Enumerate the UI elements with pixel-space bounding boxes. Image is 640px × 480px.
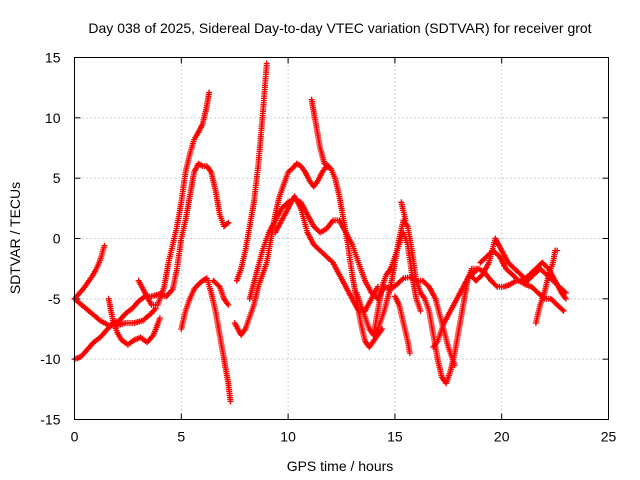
series-line [355,219,477,385]
x-tick-label: 15 [387,429,403,445]
series-markers [374,274,458,369]
series-L [308,96,332,170]
y-tick-label: 5 [53,170,61,186]
series-G [210,277,232,308]
y-tick-label: 0 [53,231,61,247]
series-J [246,195,381,302]
series-markers [71,160,232,363]
series-E [135,89,213,308]
series-markers [532,247,561,326]
y-axis-label: SDTVAR / TECUs [7,182,23,294]
y-tick-label: 15 [45,50,61,66]
series-A [71,242,108,302]
y-tick-labels: -15 -10 -5 0 5 10 15 [40,50,60,428]
series-markers [430,235,569,351]
series-B [71,160,232,363]
x-tick-labels: 0 5 10 15 20 25 [71,429,617,445]
series-markers [272,193,381,314]
series-I [233,60,270,284]
series-T [477,247,567,314]
x-axis-label: GPS time / hours [287,458,394,474]
y-tick-label: 10 [45,110,61,126]
series-markers [398,199,409,224]
plot-frame [74,57,609,420]
series-U [532,247,561,326]
series-markers [231,160,386,351]
x-tick-label: 10 [280,429,296,445]
series-F [178,275,234,405]
series-markers [105,295,163,348]
x-tick-label: 25 [601,429,617,445]
series-line [73,162,230,360]
series-markers [135,89,213,308]
series-markers [246,195,381,302]
x-tick-label: 5 [177,429,185,445]
series-markers [391,293,413,357]
series-markers [71,295,159,329]
series-R [430,235,569,351]
x-tick-label: 0 [71,429,79,445]
data-series [71,60,569,405]
y-tick-label: -10 [40,351,60,367]
series-C [71,295,159,329]
series-markers [233,60,270,284]
series-D [105,295,163,348]
series-P [391,293,413,357]
grid-lines [74,57,609,420]
series-markers [178,275,234,405]
x-tick-label: 20 [494,429,510,445]
series-markers [210,277,232,308]
series-markers [71,242,108,302]
series-markers [308,96,332,170]
y-tick-label: -15 [40,412,60,428]
y-tick-label: -5 [48,291,61,307]
series-Q [398,199,409,224]
chart-title: Day 038 of 2025, Sidereal Day-to-day VTE… [88,20,591,36]
